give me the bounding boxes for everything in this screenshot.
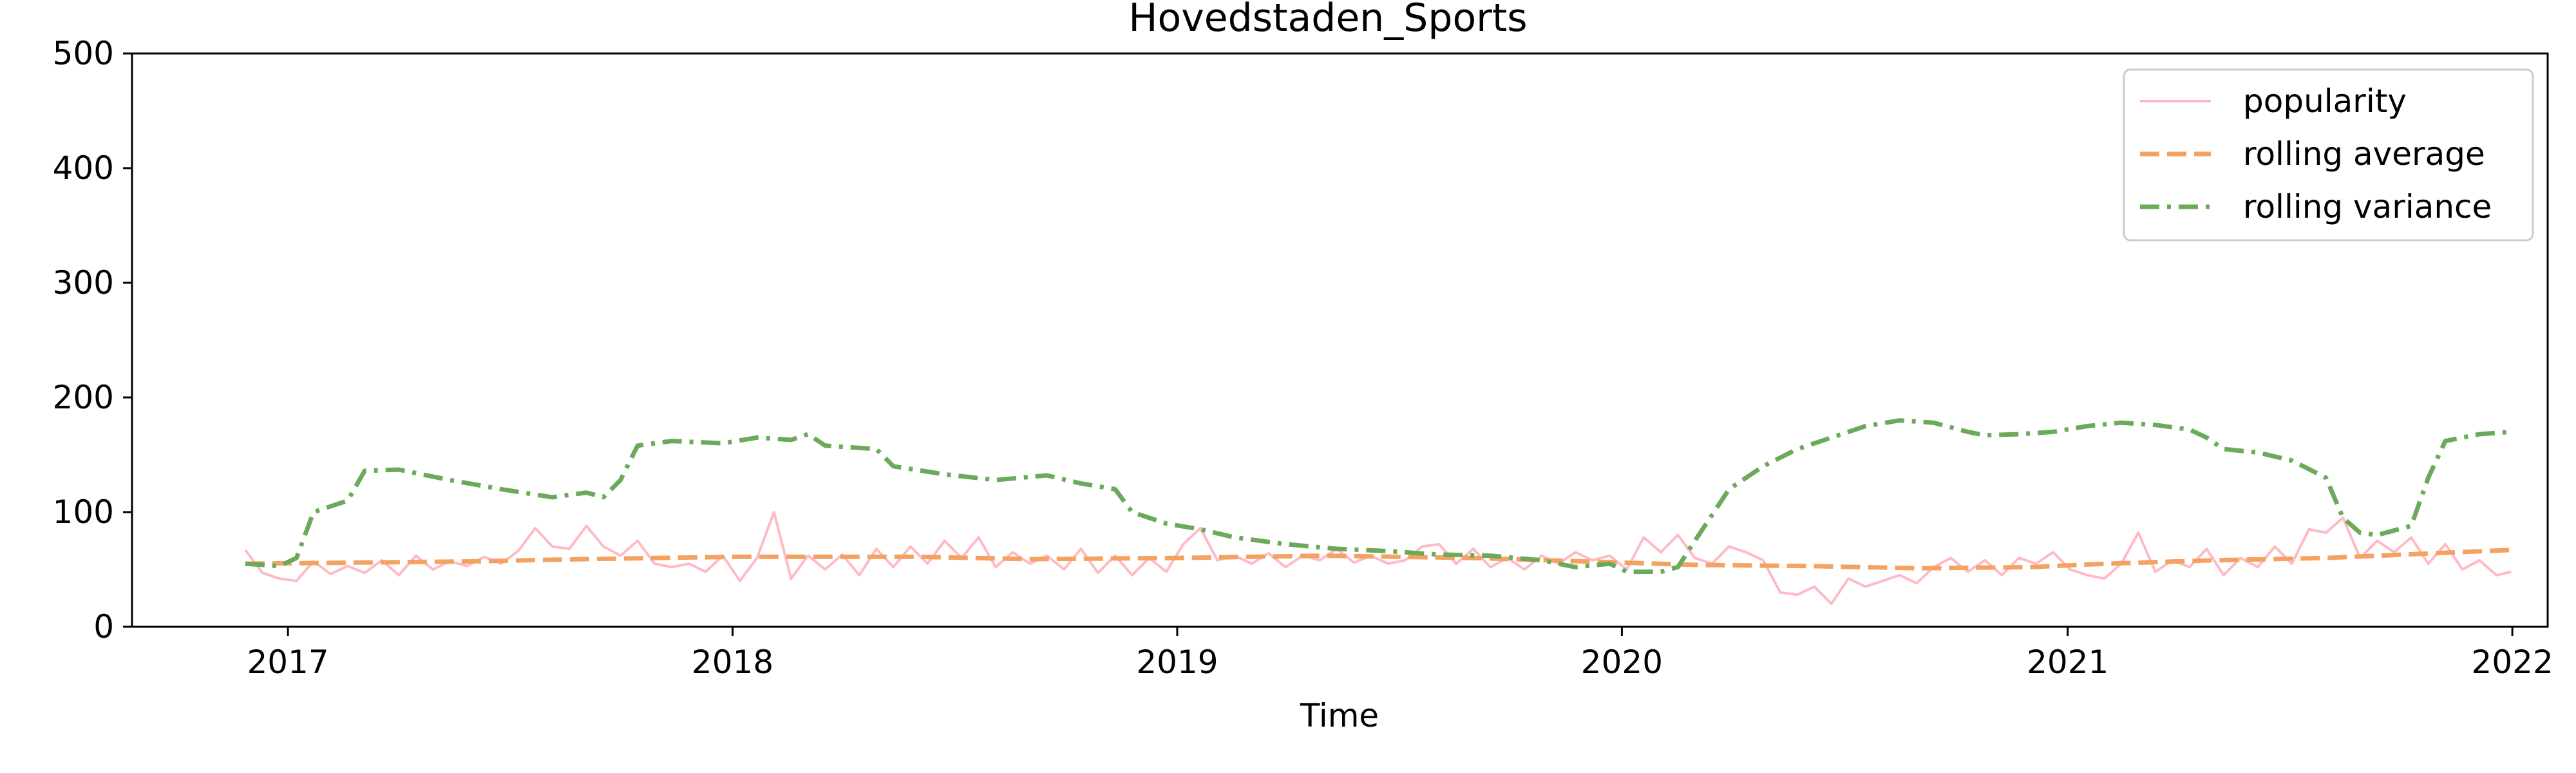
x-tick-label: 2018 [692,644,773,681]
legend-label: rolling average [2243,135,2485,173]
series-line-popularity [244,511,2512,606]
legend: popularity rolling average rolling varianc… [2123,68,2534,242]
x-tick-label: 2022 [2472,644,2553,681]
series-line-rolling-average [245,548,2512,571]
x-axis: 2017 2018 2019 2020 2021 2022 [247,627,2553,681]
y-tick-label: 300 [53,264,114,301]
y-tick-label: 400 [53,149,114,187]
y-tick-label: 500 [53,35,114,72]
plot-frame [131,52,2549,628]
y-tick-label: 200 [53,379,114,416]
plot-area: 2017 2018 2019 2020 2021 2022 0 100 200 300 400 50… [53,35,2553,681]
legend-label: popularity [2243,82,2407,120]
x-tick-label: 2020 [1581,644,1663,681]
series-layer [244,418,2512,606]
x-tick-label: 2019 [1136,644,1218,681]
x-tick-label: 2017 [247,644,328,681]
x-axis-title: Time [1300,697,1379,734]
legend-box [2123,68,2534,242]
y-tick-label: 0 [93,608,114,645]
legend-label: rolling variance [2243,188,2492,225]
x-tick-label: 2021 [2027,644,2108,681]
y-axis: 0 100 200 300 400 500 [53,35,132,645]
y-tick-label: 100 [53,493,114,531]
chart-title: Hovedstaden_Sports [1128,0,1527,41]
series-line-rolling-variance [245,418,2512,575]
